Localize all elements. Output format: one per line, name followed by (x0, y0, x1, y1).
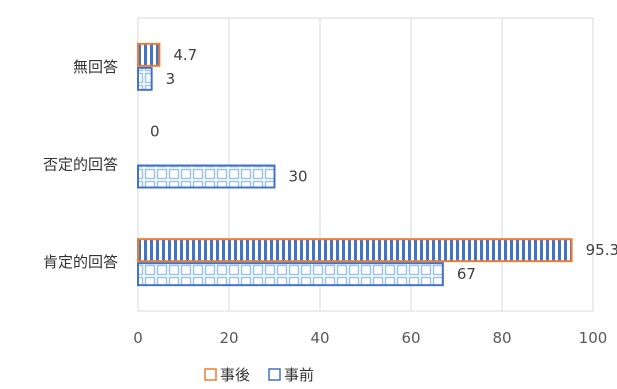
data-label: 30 (289, 168, 308, 186)
data-label: 95.3 (586, 241, 617, 259)
x-tick-label: 20 (219, 329, 238, 347)
legend-label: 事後 (220, 366, 250, 384)
x-tick-label: 100 (579, 329, 608, 347)
legend-label: 事前 (284, 366, 314, 384)
bar-after (137, 238, 573, 263)
x-tick-label: 40 (310, 329, 329, 347)
bar-before (137, 164, 276, 189)
x-tick-label: 0 (133, 329, 143, 347)
legend-swatch-before (268, 368, 281, 381)
data-label: 3 (166, 70, 176, 88)
legend-swatch-after (204, 368, 217, 381)
category-label: 無回答 (73, 58, 118, 76)
data-label: 0 (150, 123, 160, 141)
category-label: 否定的回答 (43, 156, 118, 174)
bar-before (137, 262, 444, 287)
data-label: 67 (457, 265, 476, 283)
category-label: 肯定的回答 (43, 253, 118, 271)
x-tick-label: 60 (401, 329, 420, 347)
data-label: 4.7 (173, 46, 197, 64)
bar-after (137, 42, 161, 67)
x-tick-label: 80 (492, 329, 511, 347)
bar-before (137, 66, 153, 91)
